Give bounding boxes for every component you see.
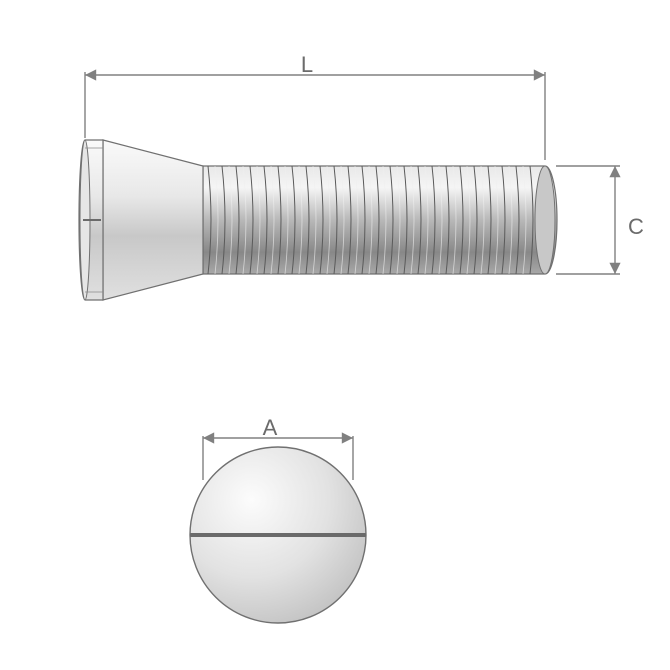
screw-end-view: [190, 447, 366, 623]
dim-C: [556, 166, 620, 274]
screw-side-view: [79, 140, 557, 300]
drawing-svg: [0, 0, 670, 670]
dim-L: [85, 72, 545, 160]
screw-head: [79, 140, 203, 300]
shaft: [203, 166, 557, 274]
technical-drawing-canvas: L C A: [0, 0, 670, 670]
